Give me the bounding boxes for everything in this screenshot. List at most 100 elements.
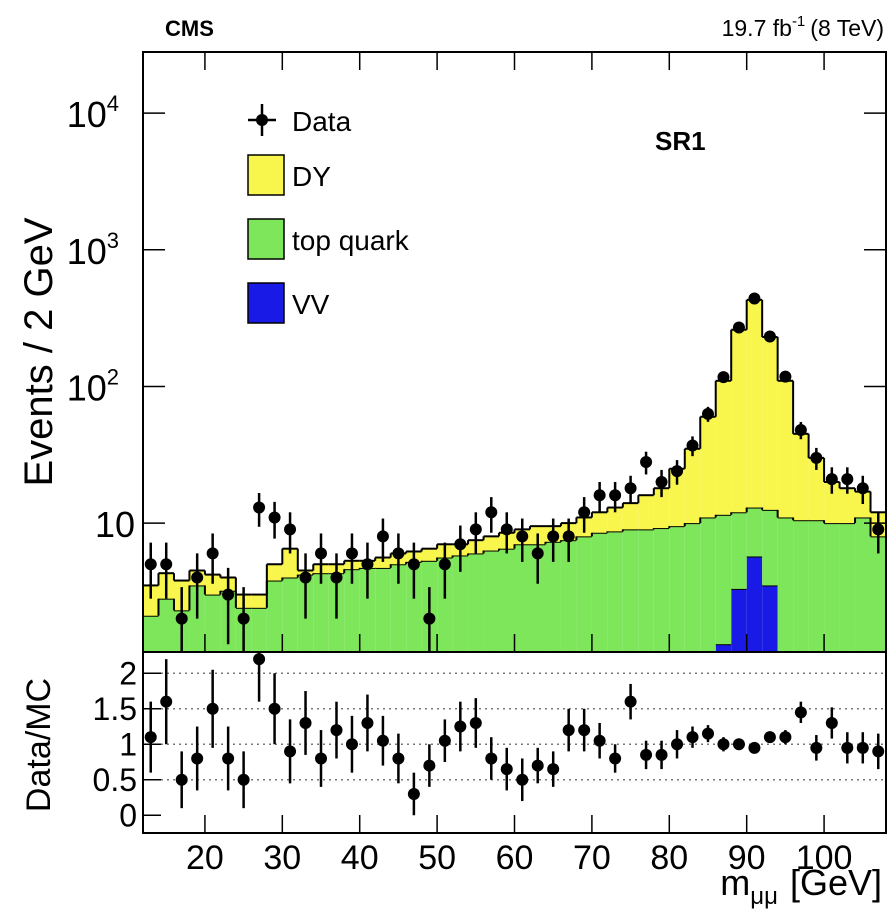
- hist-bar: [560, 540, 577, 652]
- lumi-value: 19.7 fb: [722, 15, 792, 41]
- ratio-point: [392, 752, 405, 765]
- ratio-point: [500, 763, 513, 776]
- y-tick-base: 10: [67, 94, 107, 135]
- data-point: [206, 547, 219, 560]
- legend-marker: [256, 114, 268, 126]
- data-point: [485, 506, 498, 519]
- hist-bar: [266, 564, 283, 581]
- hist-bar: [375, 557, 391, 568]
- hist-bar: [653, 488, 670, 529]
- hist-bar: [824, 523, 840, 652]
- experiment: CMS: [165, 16, 214, 41]
- ratio-point: [222, 752, 235, 765]
- y-tick-label: 10: [95, 504, 135, 545]
- hist-bar: [638, 529, 654, 652]
- hist-bar: [344, 569, 360, 652]
- hist-bar: [576, 536, 592, 652]
- data-point: [454, 538, 467, 551]
- hist-bar: [421, 548, 438, 561]
- data-point: [609, 489, 622, 502]
- ratio-point: [810, 741, 823, 754]
- ratio-point: [671, 738, 684, 751]
- data-point: [469, 523, 482, 536]
- hist-bar: [375, 567, 391, 652]
- hist-bar: [189, 585, 205, 652]
- x-axis-sub: μμ: [750, 883, 778, 910]
- legend-swatch: [247, 282, 285, 324]
- hist-bar: [622, 529, 639, 652]
- ratio-point: [438, 734, 451, 747]
- data-point: [438, 558, 451, 571]
- x-tick-label: 40: [341, 839, 379, 877]
- x-axis-var: m: [720, 862, 750, 903]
- hist-bar: [715, 380, 732, 515]
- data-point: [547, 530, 560, 543]
- ratio-point: [485, 752, 498, 765]
- ratio-point: [175, 773, 188, 786]
- x-tick-label: 80: [650, 839, 688, 877]
- data-point: [655, 475, 668, 488]
- hist-bar: [669, 468, 685, 527]
- hist-bar: [266, 580, 283, 652]
- hist-bar: [762, 585, 778, 652]
- hist-bar: [313, 573, 329, 652]
- hist-bar: [684, 523, 701, 652]
- data-point: [144, 558, 157, 571]
- hist-bar: [808, 520, 825, 652]
- hist-bar: [282, 577, 298, 652]
- lumi-exponent: -1: [792, 13, 805, 30]
- hist-bar: [359, 567, 376, 652]
- hist-bar: [514, 544, 530, 652]
- ratio-point: [732, 738, 745, 751]
- hist-bar: [143, 585, 159, 616]
- hist-bar: [793, 520, 809, 652]
- hist-bar: [793, 433, 809, 521]
- hist-bar: [638, 495, 654, 530]
- hist-bar: [731, 512, 747, 589]
- ratio-point: [191, 752, 204, 765]
- hist-bar: [762, 509, 778, 586]
- data-point: [345, 547, 358, 560]
- ratio-point: [469, 716, 482, 729]
- hist-bar: [483, 536, 500, 551]
- data-point: [578, 506, 591, 519]
- data-point: [191, 571, 204, 584]
- ratio-point: [160, 695, 173, 708]
- data-point: [717, 371, 730, 384]
- region-label: SR1: [655, 126, 706, 156]
- hist-bar: [700, 416, 716, 518]
- x-tick-label: 100: [796, 839, 853, 877]
- y-tick-label: 2: [119, 655, 137, 691]
- y-tick-label: 0: [119, 797, 137, 833]
- hist-bar: [839, 523, 856, 652]
- data-point: [500, 523, 513, 536]
- y-tick-base: 10: [67, 231, 107, 272]
- hist-bar: [839, 488, 856, 524]
- hist-bar: [777, 517, 794, 652]
- data-point: [825, 473, 838, 486]
- ratio-point: [686, 731, 699, 744]
- hist-bar: [545, 541, 561, 652]
- hist-bar: [746, 556, 763, 652]
- ratio-point: [701, 727, 714, 740]
- ratio-point: [655, 748, 668, 761]
- hist-bar: [870, 536, 886, 652]
- ratio-point: [454, 720, 467, 733]
- hist-bar: [390, 564, 407, 652]
- y-tick-exponent: 2: [107, 364, 119, 389]
- hist-bar: [468, 553, 484, 652]
- data-point: [593, 489, 606, 502]
- hist-bar: [499, 548, 515, 652]
- ratio-point: [376, 734, 389, 747]
- data-point: [407, 558, 420, 571]
- ratio-point: [624, 695, 637, 708]
- hist-bar: [684, 448, 701, 524]
- ratio-point: [284, 745, 297, 758]
- data-point: [748, 292, 761, 305]
- ratio-axis-title: Data/MC: [20, 678, 58, 812]
- ratio-point: [562, 724, 575, 737]
- data-point: [841, 473, 854, 486]
- ratio-point: [531, 759, 544, 772]
- ratio-point: [268, 702, 281, 715]
